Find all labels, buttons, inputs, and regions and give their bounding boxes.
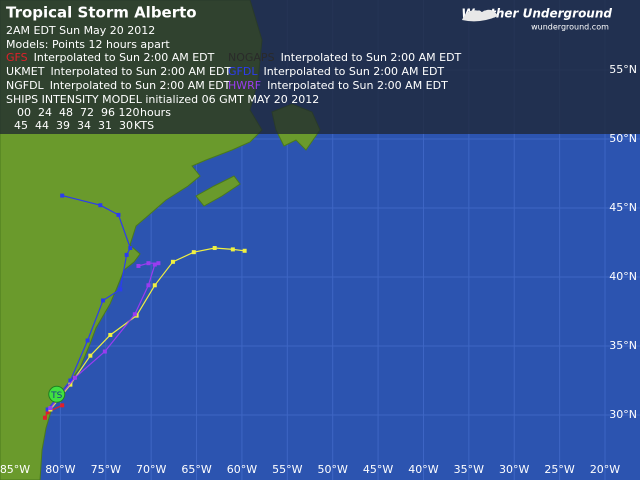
- lat-label: 50°N: [609, 132, 637, 145]
- lat-label: 45°N: [609, 201, 637, 214]
- model-name: NOGAPS: [228, 51, 275, 64]
- storm-marker: [48, 385, 66, 403]
- track-point: [45, 410, 50, 415]
- lat-label: 35°N: [609, 339, 637, 352]
- storm-label: TS: [50, 391, 62, 401]
- model-entry: NGFDL Interpolated to Sun 2:00 AM EDT: [6, 79, 231, 92]
- model-entry: GFS Interpolated to Sun 2:00 AM EDT: [6, 51, 215, 64]
- model-status: Interpolated to Sun 2:00 AM EDT: [281, 51, 462, 64]
- lon-label: 45°W: [363, 463, 393, 476]
- lon-label: 35°W: [454, 463, 484, 476]
- model-status: Interpolated to Sun 2:00 AM EDT: [50, 79, 231, 92]
- ships-kts: 44: [35, 119, 49, 132]
- track-point: [88, 353, 93, 358]
- track-point: [102, 349, 107, 354]
- lon-label: 55°W: [272, 463, 302, 476]
- ships-kts-unit: KTS: [134, 119, 154, 132]
- model-track: [47, 195, 131, 410]
- lon-label: 70°W: [136, 463, 166, 476]
- ships-hour: 72: [80, 106, 94, 119]
- model-name: UKMET: [6, 65, 45, 78]
- track-point: [136, 263, 141, 268]
- ships-kts: 45: [14, 119, 28, 132]
- track-point: [68, 382, 73, 387]
- model-name: NGFDL: [6, 79, 45, 92]
- track-point: [124, 252, 129, 257]
- lat-label: 55°N: [609, 63, 637, 76]
- track-point: [68, 378, 73, 383]
- lat-label: 30°N: [609, 408, 637, 421]
- model-name: GFS: [6, 51, 28, 64]
- track-point: [242, 248, 247, 253]
- model-status: Interpolated to Sun 2:00 AM EDT: [267, 79, 448, 92]
- model-status: Interpolated to Sun 2:00 AM EDT: [263, 65, 444, 78]
- lat-label: 40°N: [609, 270, 637, 283]
- track-point: [60, 403, 65, 408]
- model-entry: UKMET Interpolated to Sun 2:00 AM EDT: [6, 65, 231, 78]
- ships-hour: 24: [38, 106, 52, 119]
- ships-kts: 30: [119, 119, 133, 132]
- lon-label: 40°W: [408, 463, 438, 476]
- lon-label: 80°W: [45, 463, 75, 476]
- model-entry: NOGAPS Interpolated to Sun 2:00 AM EDT: [228, 51, 462, 64]
- track-point: [60, 193, 65, 198]
- lon-label: 65°W: [181, 463, 211, 476]
- lon-label: 75°W: [91, 463, 121, 476]
- track-point: [230, 247, 235, 252]
- nova-scotia: [195, 175, 241, 207]
- title: Tropical Storm Alberto: [6, 4, 197, 22]
- track-point: [146, 261, 151, 266]
- track-point: [146, 283, 151, 288]
- ships-kts: 34: [77, 119, 91, 132]
- track-point: [48, 406, 53, 411]
- track-point: [98, 203, 103, 208]
- track-point: [156, 261, 161, 266]
- lon-label: 50°W: [318, 463, 348, 476]
- track-point: [72, 375, 77, 380]
- ships-hours-unit: hours: [140, 106, 171, 119]
- lon-label: 25°W: [544, 463, 574, 476]
- model-entry: GFDL Interpolated to Sun 2:00 AM EDT: [228, 65, 444, 78]
- ships-hour: 120: [119, 106, 140, 119]
- track-point: [128, 246, 133, 251]
- ships-kts: 39: [56, 119, 70, 132]
- ships-hour: 00: [17, 106, 31, 119]
- track-point: [85, 338, 90, 343]
- track-point: [152, 262, 157, 267]
- ships-kts: 31: [98, 119, 112, 132]
- track-point: [132, 312, 137, 317]
- header-band: [0, 0, 640, 134]
- track-point: [212, 246, 217, 251]
- ships-hour: 96: [101, 106, 115, 119]
- model-name: HWRF: [228, 79, 261, 92]
- track-point: [116, 212, 121, 217]
- ships-hour: 48: [59, 106, 73, 119]
- lon-label: 60°W: [227, 463, 257, 476]
- logo-url: wunderground.com: [531, 23, 609, 32]
- logo-name: Weather Underground: [461, 7, 612, 21]
- model-status: Interpolated to Sun 2:00 AM EDT: [50, 65, 231, 78]
- model-name: GFDL: [228, 65, 258, 78]
- lon-label: 30°W: [499, 463, 529, 476]
- logo-cloud: [462, 9, 498, 22]
- track-point: [101, 298, 106, 303]
- ships-title: SHIPS INTENSITY MODEL initialized 06 GMT…: [6, 93, 319, 106]
- model-entry: HWRF Interpolated to Sun 2:00 AM EDT: [228, 79, 448, 92]
- track-point: [191, 250, 196, 255]
- track-point: [170, 259, 175, 264]
- track-point: [42, 415, 47, 420]
- lon-label: 20°W: [590, 463, 620, 476]
- models-note: Models: Points 12 hours apart: [6, 38, 170, 51]
- track-point: [45, 407, 50, 412]
- lon-label: 85°W: [0, 463, 30, 476]
- track-point: [108, 332, 113, 337]
- model-status: Interpolated to Sun 2:00 AM EDT: [34, 51, 215, 64]
- track-point: [152, 283, 157, 288]
- track-point: [118, 287, 123, 292]
- subtitle: 2AM EDT Sun May 20 2012: [6, 24, 155, 37]
